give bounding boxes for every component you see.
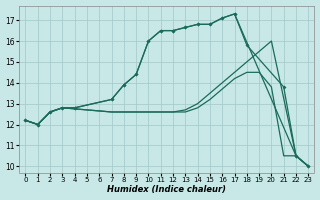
- X-axis label: Humidex (Indice chaleur): Humidex (Indice chaleur): [108, 185, 226, 194]
